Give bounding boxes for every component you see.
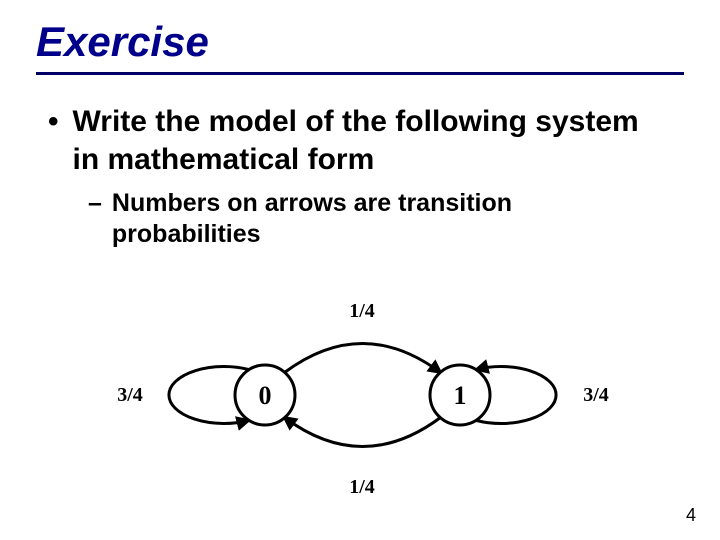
bullet-main-text: Write the model of the following system …: [73, 103, 660, 178]
edge-label: 3/4: [583, 384, 609, 406]
page-number: 4: [686, 505, 696, 526]
slide-title: Exercise: [0, 0, 720, 72]
state-node-label: 1: [454, 381, 467, 410]
bullet-sub-text: Numbers on arrows are transition probabi…: [112, 188, 660, 251]
edge-label: 1/4: [349, 300, 375, 322]
state-node-label: 0: [259, 381, 272, 410]
edge-label: 3/4: [117, 384, 143, 406]
edge: [285, 418, 441, 447]
bullet-sub: – Numbers on arrows are transition proba…: [0, 178, 720, 251]
edge-label: 1/4: [349, 476, 375, 498]
bullet-main: • Write the model of the following syste…: [0, 75, 720, 178]
edge: [285, 344, 441, 373]
bullet-dot-icon: •: [48, 103, 59, 178]
bullet-dash-icon: –: [88, 188, 102, 251]
state-diagram: 3/4 1/4 1/4 3/4 0 1: [0, 295, 720, 515]
